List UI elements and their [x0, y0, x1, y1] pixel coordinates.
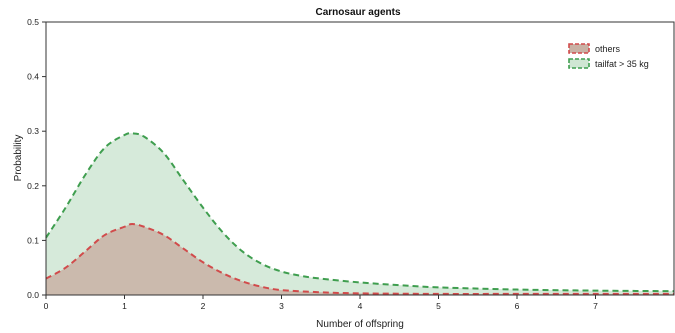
- x-tick-label: 1: [122, 301, 127, 311]
- series-line-tailfat-35-kg: [45, 132, 675, 293]
- y-tick-label: 0.1: [27, 235, 39, 245]
- plot-area: [45, 132, 675, 295]
- y-axis: 0.0 0.1 0.2 0.3 0.4 0.5: [27, 17, 46, 300]
- y-tick-label: 0.5: [27, 17, 39, 27]
- x-tick-label: 7: [593, 301, 598, 311]
- x-tick-label: 0: [44, 301, 49, 311]
- x-tick-label: 2: [201, 301, 206, 311]
- x-axis-title: Number of offspring: [316, 319, 404, 330]
- series-area-tailfat-35-kg: [46, 133, 674, 295]
- y-tick-label: 0.3: [27, 126, 39, 136]
- x-tick-label: 6: [515, 301, 520, 311]
- y-tick-label: 0.0: [27, 290, 39, 300]
- x-tick-label: 4: [358, 301, 363, 311]
- y-tick-label: 0.4: [27, 72, 39, 82]
- y-axis-title: Probability: [13, 135, 24, 182]
- y-tick-label: 0.2: [27, 181, 39, 191]
- series-area-others: [46, 224, 674, 295]
- legend-label-others: others: [595, 44, 621, 54]
- legend-label-tailfat-35-kg: tailfat > 35 kg: [595, 59, 649, 69]
- x-tick-label: 3: [279, 301, 284, 311]
- legend-swatch-others: [568, 43, 590, 54]
- chart-title: Carnosaur agents: [315, 7, 400, 18]
- legend-swatch-tailfat-35-kg: [568, 58, 590, 69]
- legend: others tailfat > 35 kg: [568, 43, 649, 69]
- x-tick-label: 5: [436, 301, 441, 311]
- series-line-others: [45, 223, 674, 295]
- x-axis: 0 1 2 3 4 5 6 7: [44, 295, 598, 311]
